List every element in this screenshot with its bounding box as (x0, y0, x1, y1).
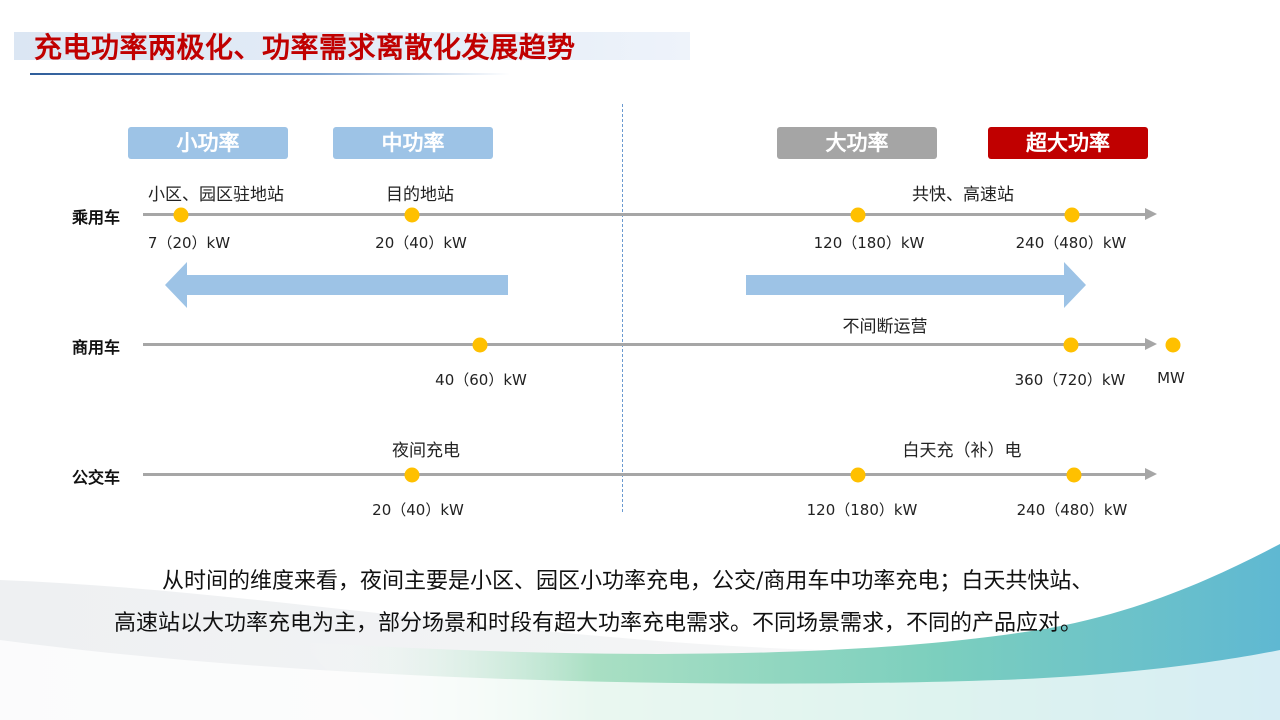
title-band (14, 32, 690, 60)
dot-commercial-2 (1063, 337, 1079, 353)
value-passenger-2: 20（40）kW (375, 234, 467, 252)
tag-mid-power: 中功率 (333, 127, 493, 159)
axis-line-bus (143, 473, 1147, 476)
dot-bus-3 (1066, 467, 1082, 483)
page-title: 充电功率两极化、功率需求离散化发展趋势 (34, 31, 576, 64)
value-bus-2: 120（180）kW (806, 501, 918, 519)
dot-commercial-1 (472, 337, 488, 353)
value-commercial-mw: MW (1157, 369, 1185, 387)
title-underline (30, 73, 510, 75)
value-passenger-4: 240（480）kW (1015, 234, 1127, 252)
value-commercial-1: 40（60）kW (435, 371, 527, 389)
row-label-passenger: 乘用车 (72, 208, 121, 227)
axis-arrowhead-commercial (1145, 338, 1157, 350)
left-arrow-shape (165, 262, 508, 308)
dot-bus-1 (404, 467, 420, 483)
center-divider (622, 104, 623, 512)
axis-arrowhead-bus (1145, 468, 1157, 480)
dot-passenger-4 (1064, 207, 1080, 223)
value-passenger-1: 7（20）kW (147, 234, 231, 252)
axis-line-passenger (143, 213, 1147, 216)
right-arrow-shape (746, 262, 1086, 308)
value-bus-1: 20（40）kW (372, 501, 464, 519)
label-residential-station: 小区、园区驻地站 (148, 185, 284, 205)
decorative-wave (0, 544, 1280, 720)
dot-passenger-3 (850, 207, 866, 223)
dot-passenger-2 (404, 207, 420, 223)
value-bus-3: 240（480）kW (1016, 501, 1128, 519)
tag-large-power: 大功率 (777, 127, 937, 159)
summary-line-1: 从时间的维度来看，夜间主要是小区、园区小功率充电，公交/商用车中功率充电；白天共… (162, 569, 1094, 594)
summary-line-2: 高速站以大功率充电为主，部分场景和时段有超大功率充电需求。不同场景需求，不同的产… (114, 611, 1083, 636)
row-label-commercial: 商用车 (72, 338, 121, 357)
tag-small-power: 小功率 (128, 127, 288, 159)
value-commercial-2: 360（720）kW (1014, 371, 1126, 389)
axis-line-commercial (143, 343, 1147, 346)
axis-arrowhead-passenger (1145, 208, 1157, 220)
label-highway-station: 共快、高速站 (912, 185, 1014, 205)
dot-passenger-1 (173, 207, 189, 223)
tag-super-power: 超大功率 (988, 127, 1148, 159)
row-label-bus: 公交车 (72, 468, 121, 487)
label-continuous-operation: 不间断运营 (842, 317, 928, 337)
value-passenger-3: 120（180）kW (813, 234, 925, 252)
label-daytime-charging: 白天充（补）电 (902, 441, 1022, 461)
dot-commercial-mw (1165, 337, 1181, 353)
label-night-charging: 夜间充电 (392, 441, 460, 461)
dot-bus-2 (850, 467, 866, 483)
label-destination-station: 目的地站 (386, 185, 454, 205)
